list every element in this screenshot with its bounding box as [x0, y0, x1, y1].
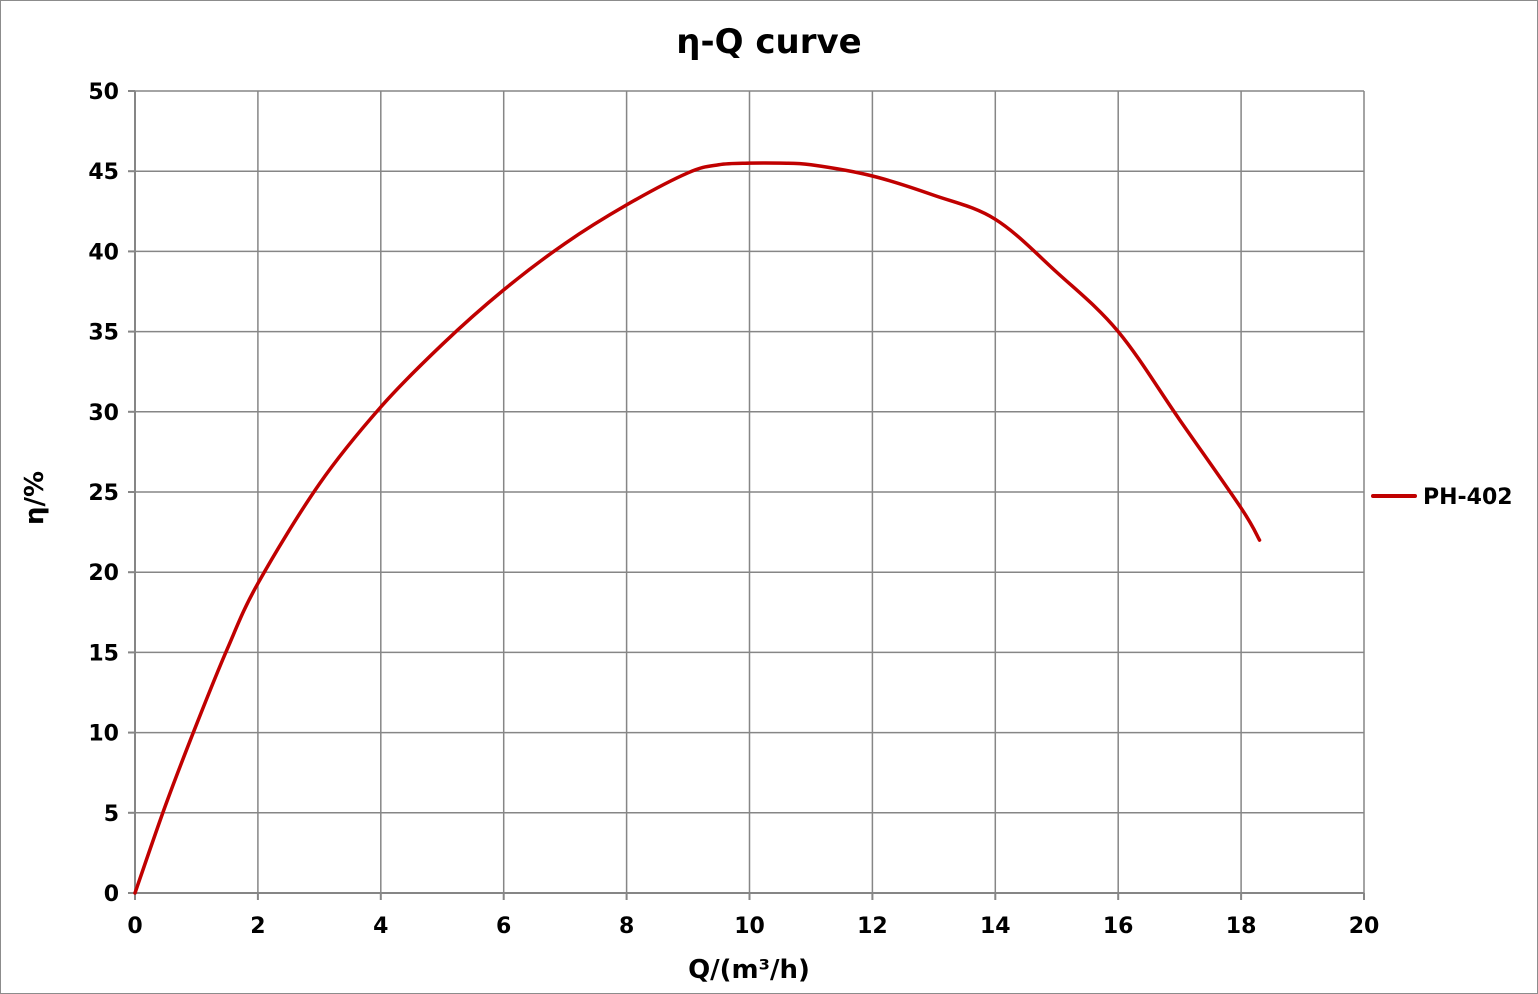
grid — [135, 90, 1365, 893]
x-tick-label-2: 4 — [373, 914, 388, 939]
x-tick-label-7: 14 — [980, 914, 1011, 939]
y-tick-label-5: 25 — [88, 481, 119, 506]
y-tick-label-6: 30 — [88, 401, 119, 426]
axes — [128, 90, 1365, 900]
tick-labels: 0 2 4 6 8 10 12 14 16 18 20 0 5 10 15 20 25 30 35 40 45 50 — [88, 80, 1379, 939]
x-tick-label-0: 0 — [127, 914, 142, 939]
y-tick-label-0: 0 — [104, 882, 119, 907]
y-tick-label-10: 50 — [88, 80, 119, 105]
x-tick-label-6: 12 — [857, 914, 888, 939]
series-line-0 — [133, 161, 1262, 895]
x-tick-label-3: 6 — [496, 914, 511, 939]
x-tick-label-9: 18 — [1226, 914, 1257, 939]
series — [133, 161, 1262, 895]
legend-label-ph-402: PH-402 — [1423, 485, 1513, 510]
y-axis-label: η/% — [20, 471, 50, 525]
chart-title: η-Q curve — [676, 22, 861, 62]
y-tick-label-2: 10 — [88, 722, 119, 747]
x-tick-label-1: 2 — [250, 914, 265, 939]
y-tick-label-9: 45 — [88, 160, 119, 185]
y-tick-label-7: 35 — [88, 321, 119, 346]
y-tick-label-3: 15 — [88, 641, 119, 666]
x-tick-label-10: 20 — [1349, 914, 1380, 939]
y-tick-label-1: 5 — [104, 802, 119, 827]
x-tick-label-8: 16 — [1103, 914, 1134, 939]
y-tick-label-4: 20 — [88, 561, 119, 586]
legend: PH-402 — [1371, 485, 1513, 510]
x-tick-label-5: 10 — [734, 914, 765, 939]
x-tick-label-4: 8 — [619, 914, 634, 939]
y-tick-label-8: 40 — [88, 240, 119, 265]
x-axis-label: Q/(m³/h) — [688, 955, 810, 985]
